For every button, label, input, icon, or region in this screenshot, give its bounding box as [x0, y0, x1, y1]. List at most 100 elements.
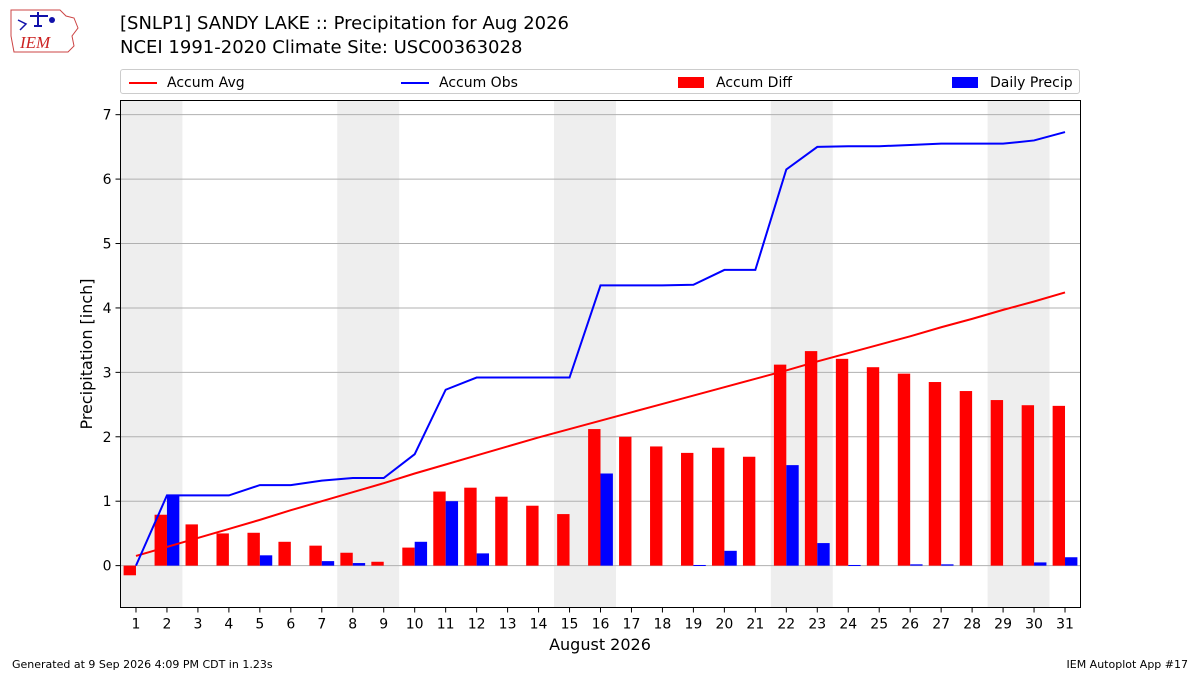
x-tick-label: 22 [777, 617, 795, 633]
x-tick-label: 9 [379, 617, 388, 633]
legend-obs-swatch [401, 81, 429, 84]
accum-diff-bar [278, 541, 291, 566]
chart-subtitle: NCEI 1991-2020 Climate Site: USC00363028 [120, 37, 523, 58]
y-tick-label: 6 [103, 172, 112, 188]
bar-series [123, 351, 1078, 576]
daily-precip-bar [941, 564, 954, 566]
x-tick-label: 10 [406, 617, 424, 633]
accum-diff-bar [866, 367, 880, 566]
accum-diff-bar [835, 358, 849, 566]
x-tick-label: 20 [715, 617, 733, 633]
generated-timestamp: Generated at 9 Sep 2026 4:09 PM CDT in 1… [12, 658, 273, 671]
daily-precip-bar [724, 550, 737, 566]
y-tick-label: 4 [103, 301, 112, 317]
x-axis-label: August 2026 [549, 635, 651, 654]
daily-precip-bar [259, 555, 273, 566]
daily-precip-bar [166, 495, 180, 566]
x-tick-label: 7 [317, 617, 326, 633]
accum-diff-bar [650, 446, 663, 566]
daily-precip-bar [600, 473, 613, 566]
x-tick-label: 19 [684, 617, 702, 633]
x-axis: 1 2 3 4 5 6 7 8 9 10 11 12 13 14 15 16 17 18 19 20 21 22 23 24 2… [132, 607, 1074, 633]
legend-diff-swatch [678, 77, 704, 88]
accum-diff-bar [619, 436, 632, 566]
daily-precip-bar [817, 543, 830, 566]
accum-diff-bar [340, 552, 353, 566]
x-tick-label: 18 [654, 617, 672, 633]
daily-precip-bar [445, 501, 459, 566]
daily-precip-bar [786, 465, 799, 566]
x-tick-label: 8 [348, 617, 357, 633]
x-tick-label: 3 [193, 617, 202, 633]
daily-precip-bar [910, 564, 923, 566]
accum-diff-bar [247, 532, 260, 566]
legend-obs-label: Accum Obs [439, 74, 518, 91]
x-tick-label: 24 [839, 617, 857, 633]
x-tick-label: 12 [468, 617, 486, 633]
x-tick-label: 21 [746, 617, 764, 633]
y-tick-label: 0 [103, 559, 112, 575]
legend-daily-swatch [952, 77, 978, 88]
daily-precip-bar [848, 564, 861, 566]
accum-diff-bar [402, 547, 415, 566]
y-tick-label: 2 [103, 430, 112, 446]
x-tick-label: 13 [499, 617, 517, 633]
x-tick-label: 2 [162, 617, 171, 633]
chart-legend: Accum Avg Accum Obs Accum Diff Daily Pre… [120, 69, 1080, 94]
legend-accum-diff: Accum Diff [678, 70, 792, 95]
accum-diff-bar [711, 447, 725, 566]
logo-text: IEM [19, 33, 51, 52]
accum-diff-bar [928, 382, 942, 566]
accum-diff-bar [990, 400, 1004, 566]
y-tick-label: 3 [103, 365, 112, 381]
x-tick-label: 26 [901, 617, 919, 633]
accum-diff-bar [495, 496, 508, 566]
accum-diff-bar [123, 565, 136, 576]
accum-diff-bar [433, 491, 446, 566]
x-tick-label: 5 [255, 617, 264, 633]
y-tick-label: 7 [103, 108, 112, 124]
chart-title: [SNLP1] SANDY LAKE :: Precipitation for … [120, 13, 570, 34]
x-tick-label: 16 [592, 617, 610, 633]
daily-precip-bar [352, 563, 366, 566]
x-tick-label: 30 [1025, 617, 1043, 633]
accum-diff-bar [154, 514, 167, 566]
x-tick-label: 29 [994, 617, 1012, 633]
accum-diff-bar [588, 429, 601, 566]
weekend-band [337, 100, 400, 608]
x-tick-label: 17 [623, 617, 641, 633]
x-tick-label: 23 [808, 617, 826, 633]
x-tick-label: 11 [437, 617, 455, 633]
daily-precip-bar [693, 564, 706, 566]
legend-daily-precip: Daily Precip [952, 70, 1073, 95]
accum-diff-bar [557, 514, 570, 566]
legend-accum-avg: Accum Avg [129, 70, 245, 95]
accum-diff-bar [464, 487, 477, 566]
accum-diff-bar [897, 373, 911, 566]
y-axis-label: Precipitation [inch] [77, 278, 96, 429]
accum-diff-bar [185, 524, 198, 566]
app-credit: IEM Autoplot App #17 [1066, 658, 1189, 671]
x-tick-label: 4 [224, 617, 233, 633]
legend-accum-obs: Accum Obs [401, 70, 518, 95]
accum-obs-line [135, 131, 1066, 567]
daily-precip-bar [1065, 557, 1078, 566]
daily-precip-bar [476, 553, 490, 566]
x-tick-label: 15 [561, 617, 579, 633]
accum-diff-bar [216, 533, 229, 566]
accum-diff-bar [371, 561, 384, 566]
daily-precip-bar [414, 541, 428, 566]
accum-diff-bar [959, 391, 973, 566]
legend-daily-label: Daily Precip [990, 74, 1073, 91]
x-tick-label: 6 [286, 617, 295, 633]
x-tick-label: 27 [932, 617, 950, 633]
y-axis: 0 1 2 3 4 5 6 7 [103, 108, 121, 575]
accum-diff-bar [526, 505, 539, 566]
accum-diff-bar [1021, 405, 1035, 566]
daily-precip-bar [1034, 562, 1047, 566]
accum-diff-bar [773, 364, 787, 566]
legend-diff-label: Accum Diff [716, 74, 793, 91]
x-tick-label: 25 [870, 617, 888, 633]
legend-avg-swatch [129, 81, 157, 84]
